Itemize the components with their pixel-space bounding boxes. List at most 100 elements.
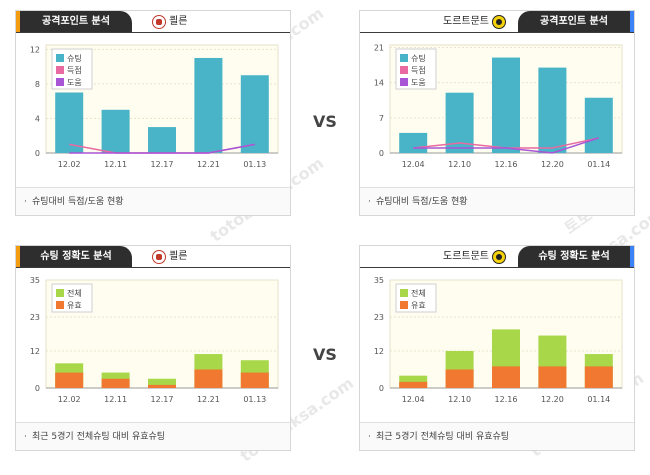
bar-total-shots	[148, 378, 176, 388]
panel-dortmund-attack: 공격포인트 분석 도르트문트 0 7 14 21 12.04 12.10 12.16 12.2…	[359, 10, 635, 216]
panel-footer-note: 최근 5경기 전체슈팅 대비 유효슈팅	[360, 422, 634, 451]
x-tick-label: 12.10	[448, 395, 471, 404]
legend-swatch	[56, 66, 64, 74]
x-tick-label: 12.02	[58, 160, 81, 169]
team-label: 쾰른	[152, 249, 187, 265]
bar-shots	[492, 57, 520, 154]
y-tick-label: 14	[374, 79, 384, 88]
y-tick-label: 12	[30, 347, 40, 356]
y-tick-label: 35	[374, 276, 384, 285]
x-tick-label: 12.17	[151, 395, 174, 404]
x-tick-label: 01.13	[243, 395, 266, 404]
panel-footer-note: 슈팅대비 득점/도움 현황	[360, 187, 634, 216]
legend-swatch	[400, 66, 408, 74]
x-tick-label: 12.11	[104, 395, 127, 404]
legend-label: 도움	[411, 78, 426, 87]
y-tick-label: 23	[30, 313, 40, 322]
team-name: 쾰른	[169, 251, 188, 262]
x-tick-label: 12.11	[104, 160, 127, 169]
y-tick-label: 12	[30, 45, 40, 54]
x-tick-label: 12.16	[495, 395, 518, 404]
bar-shots	[194, 57, 223, 153]
legend-swatch	[56, 78, 64, 86]
panel-cologne-attack: 공격포인트 분석 쾰른 0 4 8 12 12.02 12.11 12.17 12.21 01.…	[15, 10, 291, 216]
team-name: 도르트문트	[443, 16, 489, 27]
team-label: 도르트문트	[443, 14, 506, 30]
vs-label: VS	[313, 112, 337, 131]
panel-footer-note: 슈팅대비 득점/도움 현황	[16, 187, 290, 216]
legend-swatch	[56, 301, 64, 309]
team-label: 도르트문트	[443, 249, 506, 265]
legend-label: 득점	[411, 65, 426, 75]
x-tick-label: 12.16	[495, 160, 518, 169]
line-assists	[413, 137, 600, 154]
team-name: 도르트문트	[443, 251, 489, 262]
team-label: 쾰른	[152, 14, 187, 30]
header-divider	[16, 267, 290, 268]
y-tick-label: 7	[379, 114, 384, 123]
legend-swatch	[56, 289, 64, 297]
legend-label: 유효	[411, 301, 426, 310]
y-tick-label: 21	[374, 44, 384, 53]
bar-shots	[101, 109, 130, 153]
legend-swatch	[400, 301, 408, 309]
x-tick-label: 12.10	[448, 160, 471, 169]
bar-shots-on-target	[399, 381, 428, 388]
y-tick-label: 4	[35, 114, 40, 123]
bar-shots-on-target	[55, 372, 84, 388]
x-tick-label: 12.20	[541, 395, 564, 404]
x-tick-label: 12.20	[541, 160, 564, 169]
header-divider	[360, 32, 634, 33]
bar-shots-on-target	[492, 366, 520, 388]
y-tick-label: 0	[35, 149, 40, 158]
legend-swatch	[400, 78, 408, 86]
legend-swatch	[400, 54, 408, 62]
vs-label: VS	[313, 345, 337, 364]
x-tick-label: 12.04	[402, 160, 425, 169]
panel-header: 공격포인트 분석 쾰른	[16, 11, 290, 33]
bar-shots-on-target	[194, 369, 223, 388]
bar-shots-on-target	[148, 384, 176, 388]
panel-footer-note: 최근 5경기 전체슈팅 대비 유효슈팅	[16, 422, 290, 451]
bar-shots-on-target	[101, 378, 130, 388]
panel-tab-title: 슈팅 정확도 분석	[16, 246, 132, 268]
y-tick-label: 0	[379, 384, 384, 393]
x-tick-label: 12.17	[151, 160, 174, 169]
panel-tab-title: 슈팅 정확도 분석	[518, 246, 634, 268]
panel-tab-title: 공격포인트 분석	[16, 11, 132, 33]
bar-shots-on-target	[584, 366, 613, 388]
panel-cologne-accuracy: 슈팅 정확도 분석 쾰른 0 12 23 35 12.02 12.11 12.17 12.21…	[15, 245, 291, 451]
legend-label: 유효	[67, 301, 82, 310]
bar-shots	[538, 67, 567, 153]
legend-label: 도움	[67, 78, 82, 87]
dortmund-logo-icon	[492, 15, 506, 29]
bar-shots-on-target	[538, 366, 567, 388]
y-tick-label: 23	[374, 313, 384, 322]
dortmund-logo-icon	[492, 250, 506, 264]
cologne-logo-icon	[152, 15, 166, 29]
legend-swatch	[400, 289, 408, 297]
header-divider	[16, 32, 290, 33]
y-tick-label: 8	[35, 80, 40, 89]
x-tick-label: 12.21	[197, 160, 220, 169]
team-name: 쾰른	[169, 16, 188, 27]
line-assists	[69, 143, 255, 154]
legend-label: 슈팅	[411, 53, 426, 63]
cologne-logo-icon	[152, 250, 166, 264]
panel-dortmund-accuracy: 슈팅 정확도 분석 도르트문트 0 12 23 35 12.04 12.10 12.16 12…	[359, 245, 635, 451]
bar-shots	[584, 97, 613, 153]
y-tick-label: 0	[35, 384, 40, 393]
bar-shots	[399, 132, 428, 153]
x-tick-label: 12.02	[58, 395, 81, 404]
panel-tab-title: 공격포인트 분석	[518, 11, 634, 33]
legend-label: 전체	[411, 288, 426, 298]
x-tick-label: 12.04	[402, 395, 425, 404]
header-divider	[360, 267, 634, 268]
y-tick-label: 12	[374, 347, 384, 356]
bar-shots-on-target	[445, 369, 474, 388]
x-tick-label: 01.14	[587, 395, 610, 404]
